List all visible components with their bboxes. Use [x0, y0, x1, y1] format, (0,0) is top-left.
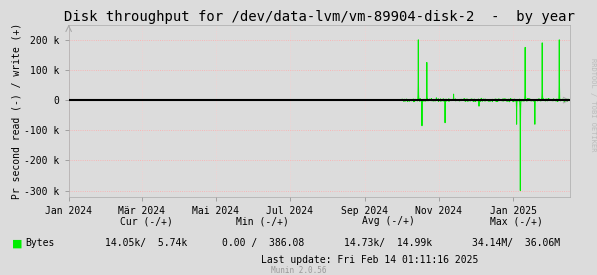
Text: 14.73k/  14.99k: 14.73k/ 14.99k	[344, 238, 432, 248]
Text: Munin 2.0.56: Munin 2.0.56	[271, 266, 326, 275]
Text: 0.00 /  386.08: 0.00 / 386.08	[221, 238, 304, 248]
Text: RRDTOOL / TOBI OETIKER: RRDTOOL / TOBI OETIKER	[590, 58, 596, 151]
Text: Cur (-/+): Cur (-/+)	[120, 216, 173, 226]
Y-axis label: Pr second read (-) / write (+): Pr second read (-) / write (+)	[11, 23, 21, 199]
Text: Avg (-/+): Avg (-/+)	[362, 216, 414, 226]
Text: Bytes: Bytes	[25, 238, 54, 248]
Text: Last update: Fri Feb 14 01:11:16 2025: Last update: Fri Feb 14 01:11:16 2025	[261, 255, 479, 265]
Title: Disk throughput for /dev/data-lvm/vm-89904-disk-2  -  by year: Disk throughput for /dev/data-lvm/vm-899…	[64, 10, 575, 24]
Text: 34.14M/  36.06M: 34.14M/ 36.06M	[472, 238, 561, 248]
Text: Max (-/+): Max (-/+)	[490, 216, 543, 226]
Text: Min (-/+): Min (-/+)	[236, 216, 289, 226]
Text: 14.05k/  5.74k: 14.05k/ 5.74k	[105, 238, 187, 248]
Text: ■: ■	[12, 238, 23, 248]
